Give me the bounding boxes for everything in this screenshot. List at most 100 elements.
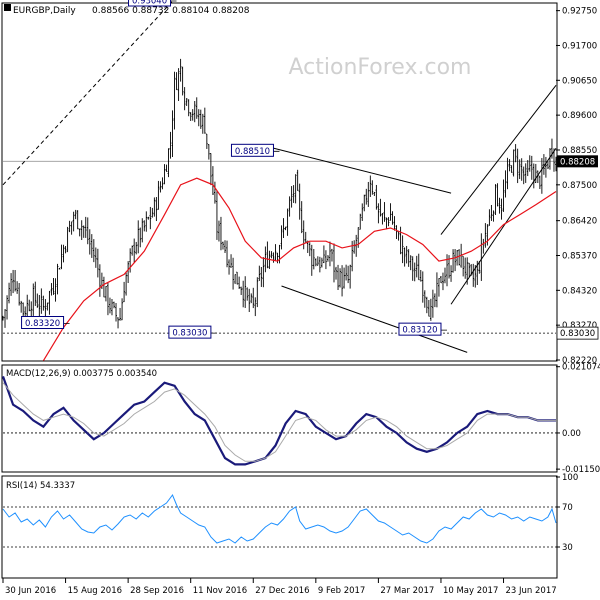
candle [50,283,53,296]
candle [462,255,465,277]
candle [258,265,261,281]
candle [56,263,59,295]
candle [316,256,319,266]
macd-main-line [1,376,556,466]
candle [133,238,136,264]
price-tick-label: 0.82220 [562,356,597,366]
candle [94,247,97,268]
candle [401,235,404,264]
candle [522,166,525,185]
candle [536,170,539,184]
candle [526,160,529,177]
rsi-tick-label: 70 [562,503,573,513]
candle [331,248,333,262]
candle [6,295,8,320]
candle [129,248,132,273]
x-tick-label: 30 Jun 2016 [5,586,56,596]
candle [54,278,57,302]
candle [185,98,188,106]
candle [173,71,176,130]
candle [242,280,245,308]
candle [488,209,491,226]
candle [68,220,71,233]
key-level-box [398,322,442,336]
candle [24,306,27,317]
candle [115,302,117,322]
candle [478,261,481,274]
candle [520,158,523,181]
candle [302,220,305,250]
candle [440,276,442,284]
symbol-marker-icon [4,4,11,11]
candle [98,264,101,297]
price-tick-label: 0.91700 [562,41,597,51]
x-tick-label: 11 Nov 2016 [193,586,247,596]
trendline-channel-lower [281,285,468,353]
candle [80,220,83,241]
price-tick-label: 0.87500 [562,181,597,191]
candle [458,249,461,266]
candle [290,186,293,208]
candle [270,251,273,259]
candle [201,113,204,134]
candle [207,144,210,160]
candle [395,225,398,240]
candle [466,257,469,285]
candle [86,217,89,245]
candle [498,197,501,214]
candle [216,191,218,240]
candle [199,109,202,129]
candle [74,209,77,220]
candle [286,208,289,236]
candle [450,265,452,282]
candle [438,278,440,297]
candle [294,174,297,204]
candle [547,161,549,170]
candle [542,154,545,175]
candle [304,231,307,243]
trendline-rising-channel-upper [440,84,557,235]
candle [371,180,374,195]
candle [135,241,138,255]
candle [506,157,509,190]
candle [500,198,503,220]
candlesticks [2,58,557,329]
reference-level-box: 0.83030 [556,326,599,340]
candle [327,255,329,262]
candle [411,256,414,281]
candle [139,227,142,248]
candle [10,273,12,296]
candle [434,293,436,308]
candle [12,269,14,294]
x-tick-label: 27 Dec 2016 [255,586,309,596]
price-header: EURGBP,Daily 0.88566 0.88732 0.88104 0.8… [4,4,250,16]
candle [230,254,232,268]
key-level-0.93040: 0.93040 [128,0,177,7]
candle [528,155,531,172]
candle [355,234,358,257]
candle [224,240,226,254]
candle [387,217,390,227]
candle [518,159,521,179]
candle [367,181,370,207]
key-level-0.83120: 0.83120 [398,322,447,336]
candle [20,300,23,313]
candle [472,263,475,287]
candle [189,112,192,122]
candle [254,297,257,317]
candle [361,203,364,221]
macd-indicator: MACD(12,26,9) 0.003775 0.003540 0.021074 0… [1,363,600,475]
candle [52,278,55,295]
candle [551,138,553,159]
key-level-label: 0.93040 [132,0,167,7]
candle [532,163,535,189]
candle [260,266,263,287]
candle [131,245,134,256]
candle [389,203,392,221]
candle [464,257,467,279]
price-tick-label: 0.84320 [562,286,597,296]
candle [343,267,345,289]
key-level-box [230,143,274,157]
candle [76,210,79,230]
